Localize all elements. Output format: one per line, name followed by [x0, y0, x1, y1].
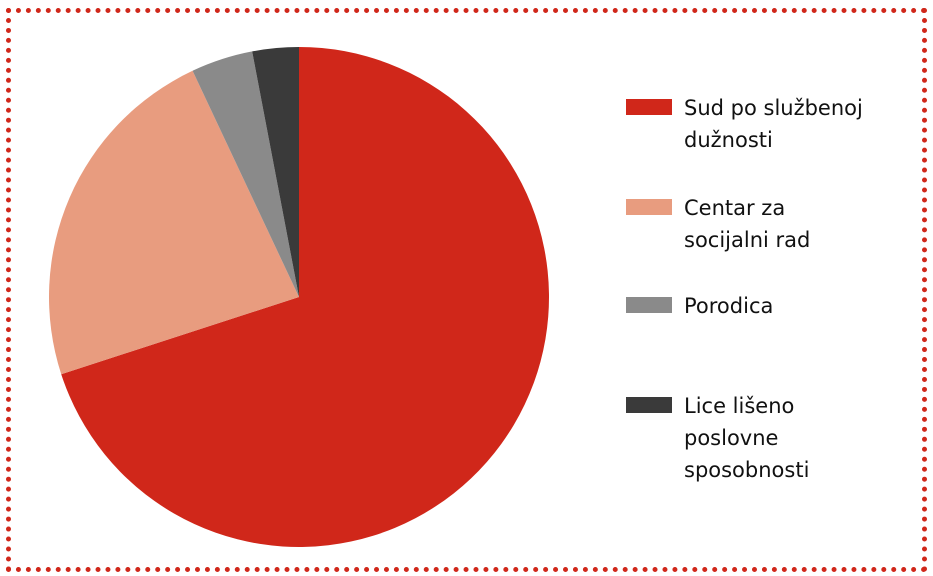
legend-label: Sud po službenoj dužnosti — [684, 96, 863, 152]
legend-item: Porodica — [626, 290, 874, 322]
pie-slice — [192, 51, 299, 297]
legend-swatch — [626, 99, 672, 115]
legend-swatch — [626, 397, 672, 413]
legend-swatch — [626, 297, 672, 313]
legend-item: Sud po službenoj dužnosti — [626, 92, 874, 156]
pie-slice — [61, 47, 549, 547]
legend-swatch — [626, 199, 672, 215]
legend-label: Porodica — [684, 294, 774, 318]
legend-label: Lice lišeno poslovne sposobnosti — [684, 394, 810, 482]
pie-slice — [49, 70, 299, 375]
dotted-frame — [6, 8, 927, 572]
legend-item: Lice lišeno poslovne sposobnosti — [626, 390, 874, 486]
pie-slice — [252, 47, 299, 297]
legend-label: Centar za socijalni rad — [684, 196, 811, 252]
legend-item: Centar za socijalni rad — [626, 192, 874, 256]
